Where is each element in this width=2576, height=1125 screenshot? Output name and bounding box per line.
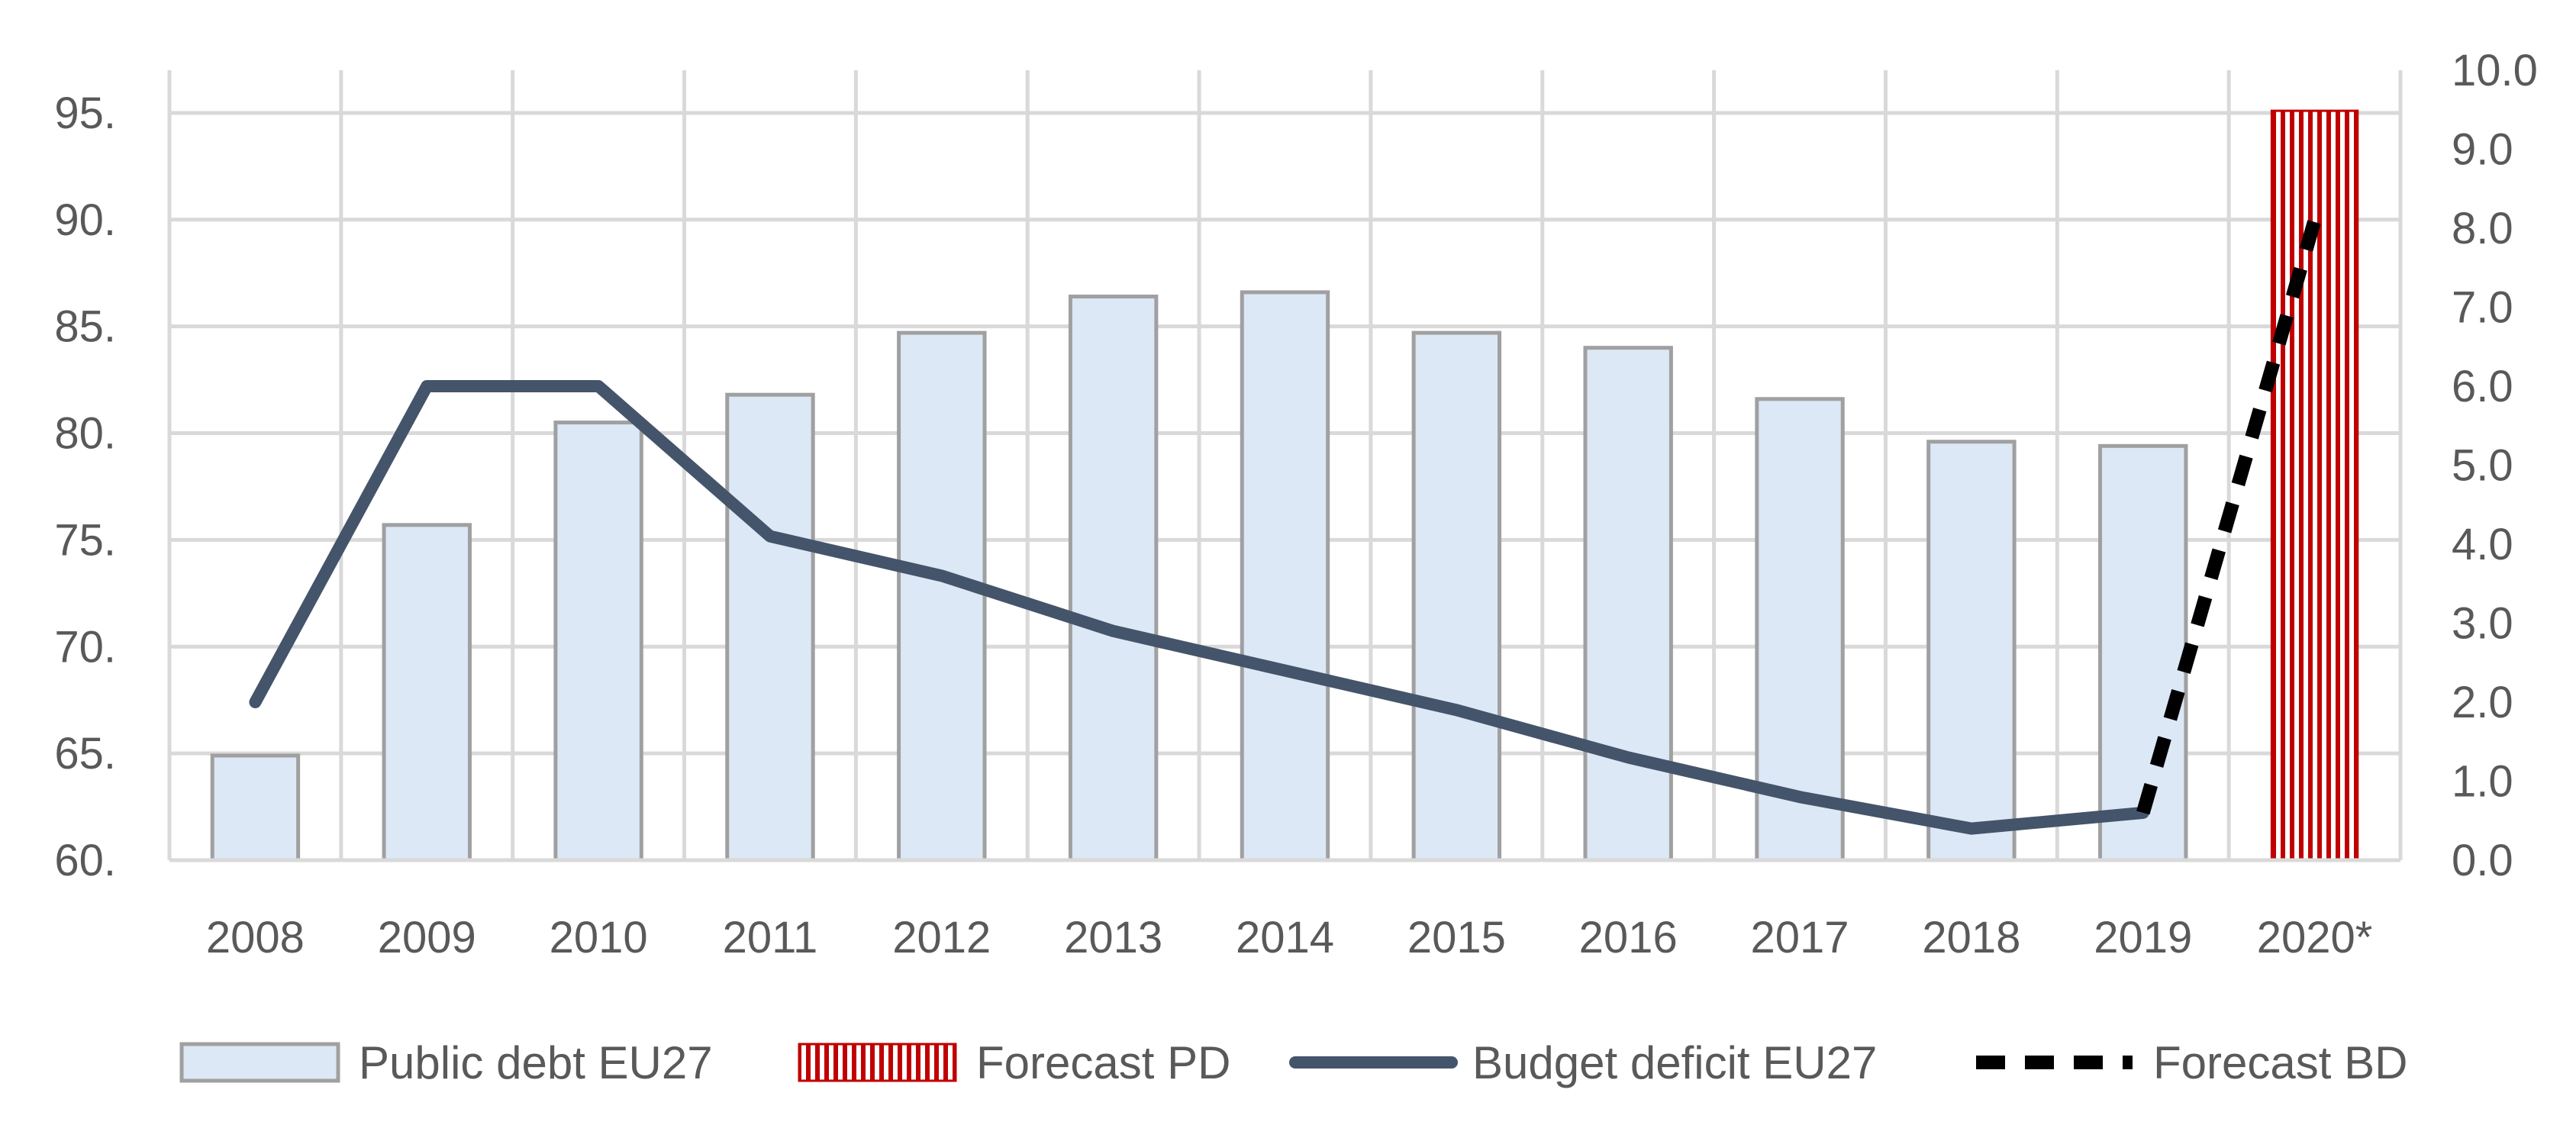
x-axis-tick-label: 2020* — [2257, 913, 2373, 962]
right-axis-tick-label: 5.0 — [2452, 441, 2513, 491]
right-axis-tick-label: 3.0 — [2452, 599, 2513, 649]
right-axis-tick-label: 1.0 — [2452, 757, 2513, 807]
public-debt-bar — [553, 421, 643, 862]
budget-deficit-line — [249, 380, 2149, 835]
right-axis-tick-label: 10.0 — [2452, 46, 2538, 95]
left-axis-tick-label: 70. — [54, 622, 116, 672]
left-axis-tick-label: 75. — [54, 515, 116, 565]
public-debt-bar — [1583, 346, 1673, 862]
x-axis-tick-label: 2019 — [2094, 913, 2192, 962]
public-debt-bar — [1411, 330, 1502, 862]
x-axis-tick-label: 2015 — [1407, 913, 1506, 962]
x-axis-tick-label: 2009 — [378, 913, 476, 962]
x-axis-tick-label: 2008 — [206, 913, 305, 962]
public-debt-bar — [897, 330, 987, 862]
bars — [210, 109, 2359, 862]
right-axis-tick-label: 2.0 — [2452, 678, 2513, 727]
forecast-bd-line — [2136, 218, 2322, 815]
left-axis-tick-label: 90. — [54, 195, 116, 245]
x-axis-tick-label: 2016 — [1579, 913, 1678, 962]
lines — [249, 218, 2322, 835]
right-axis-tick-label: 7.0 — [2452, 283, 2513, 333]
public-debt-bar — [725, 392, 815, 862]
public-debt-bar — [1240, 290, 1330, 862]
right-axis-tick-label: 8.0 — [2452, 204, 2513, 253]
left-axis-tick-label: 80. — [54, 409, 116, 459]
legend-swatch-forecast-pd — [798, 1043, 957, 1082]
x-axis-tick-label: 2013 — [1064, 913, 1162, 962]
x-axis-tick-label: 2011 — [723, 913, 818, 962]
public-debt-bar — [1926, 440, 2017, 862]
axes: 60. 65. 70. 75. 80. 85. 90. 95. 0.0 1.0 2.0 3.0 4.0 5… — [54, 46, 2538, 962]
left-axis-tick-label: 95. — [54, 89, 116, 138]
public-debt-bar — [1755, 397, 1845, 862]
right-axis-tick-label: 9.0 — [2452, 125, 2513, 175]
legend-label: Forecast PD — [976, 1037, 1230, 1088]
left-axis-tick-label: 60. — [54, 836, 116, 885]
right-axis-tick-label: 4.0 — [2452, 520, 2513, 569]
legend-label: Budget deficit EU27 — [1472, 1037, 1877, 1088]
legend-label: Forecast BD — [2153, 1037, 2407, 1088]
left-axis-tick-label: 65. — [54, 729, 116, 778]
legend-swatch-public-debt — [179, 1042, 340, 1083]
left-axis-tick-label: 85. — [54, 302, 116, 352]
public-debt-bar — [382, 523, 472, 862]
x-axis-tick-label: 2012 — [892, 913, 991, 962]
public-debt-bar — [1068, 295, 1159, 862]
right-axis-tick-label: 0.0 — [2452, 836, 2513, 885]
legend: Public debt EU27 Forecast PD Budget defici… — [179, 1037, 2407, 1088]
x-axis-tick-label: 2010 — [550, 913, 648, 962]
x-axis-tick-label: 2017 — [1751, 913, 1849, 962]
x-axis-tick-label: 2018 — [1922, 913, 2020, 962]
public-debt-bar — [210, 753, 301, 862]
legend-label: Public debt EU27 — [359, 1037, 713, 1088]
right-axis-tick-label: 6.0 — [2452, 362, 2513, 411]
x-axis-tick-label: 2014 — [1236, 913, 1334, 962]
